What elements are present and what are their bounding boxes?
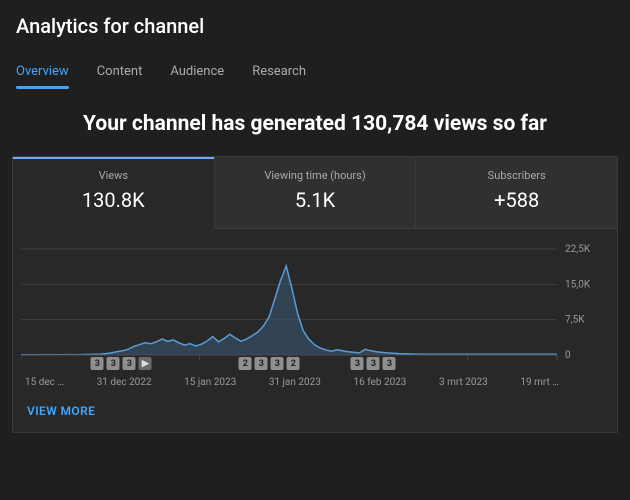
headline: Your channel has generated 130,784 views… xyxy=(0,90,630,156)
metrics-row: Views 130.8K Viewing time (hours) 5.1K Subsc… xyxy=(13,157,617,229)
chart-x-axis: 15 dec … 31 dec 2022 15 jan 2023 31 jan 202… xyxy=(13,373,617,388)
metric-label: Viewing time (hours) xyxy=(223,169,408,182)
metric-label: Views xyxy=(21,169,206,182)
marker-group: 333 xyxy=(351,357,396,370)
svg-text:15,0K: 15,0K xyxy=(565,279,591,290)
upload-count-badge[interactable]: 3 xyxy=(383,357,396,370)
x-tick-label: 3 mrt 2023 xyxy=(439,377,488,388)
x-tick-label: 15 dec … xyxy=(25,377,64,388)
metric-label: Subscribers xyxy=(424,169,609,182)
upload-count-badge[interactable]: 3 xyxy=(91,357,104,370)
svg-text:7,5K: 7,5K xyxy=(565,315,585,326)
svg-text:22,5K: 22,5K xyxy=(565,244,591,255)
tab-research[interactable]: Research xyxy=(252,58,306,89)
metric-value: +588 xyxy=(424,188,609,212)
marker-group: 2332 xyxy=(239,357,300,370)
metric-card[interactable]: Viewing time (hours) 5.1K xyxy=(214,157,416,229)
upload-count-badge[interactable]: 3 xyxy=(351,357,364,370)
upload-markers: 333▶2332333 xyxy=(21,357,555,371)
play-icon[interactable]: ▶ xyxy=(139,357,152,370)
svg-text:0: 0 xyxy=(565,350,571,361)
x-tick-label: 31 jan 2023 xyxy=(269,377,321,388)
tab-content[interactable]: Content xyxy=(97,58,143,89)
metric-value: 5.1K xyxy=(223,188,408,212)
view-more-button[interactable]: VIEW MORE xyxy=(13,388,617,426)
upload-count-badge[interactable]: 2 xyxy=(287,357,300,370)
tab-audience[interactable]: Audience xyxy=(170,58,224,89)
upload-count-badge[interactable]: 3 xyxy=(107,357,120,370)
upload-count-badge[interactable]: 3 xyxy=(367,357,380,370)
x-tick-label: 16 feb 2023 xyxy=(353,377,406,388)
x-tick-label: 15 jan 2023 xyxy=(184,377,236,388)
tab-overview[interactable]: Overview xyxy=(16,58,69,89)
x-tick-label: 19 mrt … xyxy=(520,377,559,388)
views-chart: 0 7,5K 15,0K 22,5K xyxy=(21,243,611,373)
upload-count-badge[interactable]: 3 xyxy=(271,357,284,370)
upload-count-badge[interactable]: 3 xyxy=(255,357,268,370)
metric-card[interactable]: Views 130.8K xyxy=(13,157,214,229)
metric-value: 130.8K xyxy=(21,188,206,212)
x-tick-label: 31 dec 2022 xyxy=(97,377,152,388)
chart-area: 07,5K15,0K22,5K 333▶2332333 xyxy=(13,229,617,373)
upload-count-badge[interactable]: 3 xyxy=(123,357,136,370)
analytics-panel: Views 130.8K Viewing time (hours) 5.1K Subsc… xyxy=(12,156,618,433)
metric-card[interactable]: Subscribers +588 xyxy=(415,157,617,229)
tabs: Overview Content Audience Research xyxy=(0,48,630,90)
marker-group: 333▶ xyxy=(91,357,152,370)
upload-count-badge[interactable]: 2 xyxy=(239,357,252,370)
page-title: Analytics for channel xyxy=(16,14,614,38)
